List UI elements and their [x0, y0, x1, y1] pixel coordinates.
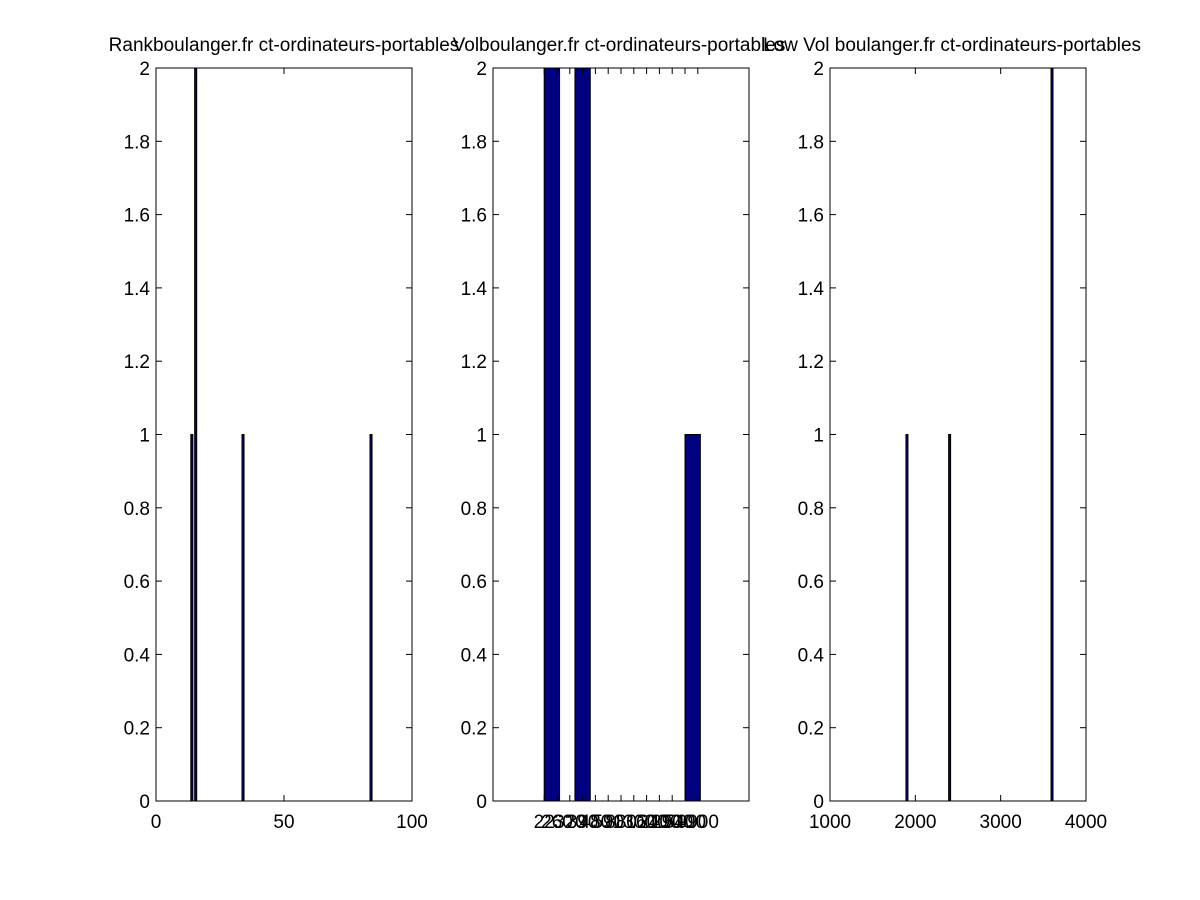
- x-tick-label: 590: [592, 812, 624, 833]
- y-tick-label: 2: [139, 59, 150, 80]
- x-tick-label: 2900: [651, 812, 693, 833]
- bar: [190, 434, 194, 802]
- y-tick-label: 0: [476, 792, 487, 813]
- y-tick-label: 1.4: [461, 279, 488, 300]
- y-tick-label: 1.2: [124, 352, 150, 373]
- y-tick-label: 0.2: [124, 719, 150, 740]
- y-tick-label: 1.6: [798, 206, 824, 227]
- x-tick-label: 260: [541, 812, 573, 833]
- y-tick-label: 1: [139, 426, 150, 447]
- y-tick-label: 1.4: [124, 279, 151, 300]
- x-tick-label: 480: [580, 812, 612, 833]
- y-tick-label: 0.4: [461, 645, 488, 666]
- y-tick-label: 0.8: [798, 499, 824, 520]
- low-volume-panel-title: Low Vol boulanger.fr ct-ordinateurs-port…: [763, 35, 1141, 56]
- y-tick-label: 1: [813, 426, 824, 447]
- x-tick-label: 100: [396, 812, 428, 833]
- bar: [369, 434, 373, 802]
- volume-histogram-panel: Volboulanger.fr ct-ordinateurs-portables…: [453, 35, 786, 833]
- x-tick-label: 3000: [980, 812, 1022, 833]
- y-tick-label: 0.6: [124, 572, 150, 593]
- y-tick-label: 0.2: [798, 719, 824, 740]
- y-tick-label: 1.8: [124, 132, 150, 153]
- x-tick-label: 1300: [613, 812, 655, 833]
- x-tick-label: 320: [554, 812, 586, 833]
- low-volume-histogram-panel: Low Vol boulanger.fr ct-ordinateurs-port…: [763, 35, 1141, 833]
- volume-panel-title: Volboulanger.fr ct-ordinateurs-portables: [453, 35, 786, 56]
- y-tick-label: 1.2: [461, 352, 487, 373]
- y-tick-label: 0: [139, 792, 150, 813]
- x-tick-label: 50: [273, 812, 294, 833]
- y-tick-label: 0.6: [461, 572, 487, 593]
- y-tick-label: 1.8: [461, 132, 487, 153]
- bar: [1050, 67, 1054, 802]
- y-tick-label: 1.4: [798, 279, 825, 300]
- bar: [905, 434, 909, 802]
- rank-histogram-panel: Rankboulanger.fr ct-ordinateurs-portable…: [109, 35, 460, 833]
- y-tick-label: 2: [813, 59, 824, 80]
- bar: [948, 434, 952, 802]
- y-tick-label: 1.2: [798, 352, 824, 373]
- x-tick-label: 9900: [677, 812, 719, 833]
- x-tick-label: 5400: [664, 812, 706, 833]
- x-tick-label: 2000: [894, 812, 936, 833]
- y-tick-label: 0: [813, 792, 824, 813]
- y-tick-label: 2: [476, 59, 487, 80]
- bar: [684, 434, 701, 802]
- x-tick-label: 22: [534, 812, 555, 833]
- x-tick-label: 2400: [638, 812, 680, 833]
- y-tick-label: 0.4: [124, 645, 151, 666]
- x-tick-label: 880: [605, 812, 637, 833]
- y-tick-label: 1.6: [124, 206, 150, 227]
- x-tick-label: 4000: [1065, 812, 1107, 833]
- y-tick-label: 1.6: [461, 206, 487, 227]
- y-tick-label: 1: [476, 426, 487, 447]
- y-tick-label: 0.2: [461, 719, 487, 740]
- x-tick-label: 1000: [809, 812, 851, 833]
- x-tick-label: 0: [151, 812, 162, 833]
- y-tick-label: 1.8: [798, 132, 824, 153]
- x-tick-label: 390: [567, 812, 599, 833]
- bar: [574, 67, 591, 802]
- rank-panel-title: Rankboulanger.fr ct-ordinateurs-portable…: [109, 35, 460, 56]
- bar: [241, 434, 245, 802]
- x-tick-label: 1600: [625, 812, 667, 833]
- y-tick-label: 0.8: [124, 499, 150, 520]
- y-tick-label: 0.8: [461, 499, 487, 520]
- bar: [194, 67, 198, 802]
- y-tick-label: 0.6: [798, 572, 824, 593]
- y-tick-label: 0.4: [798, 645, 825, 666]
- bar: [543, 67, 561, 802]
